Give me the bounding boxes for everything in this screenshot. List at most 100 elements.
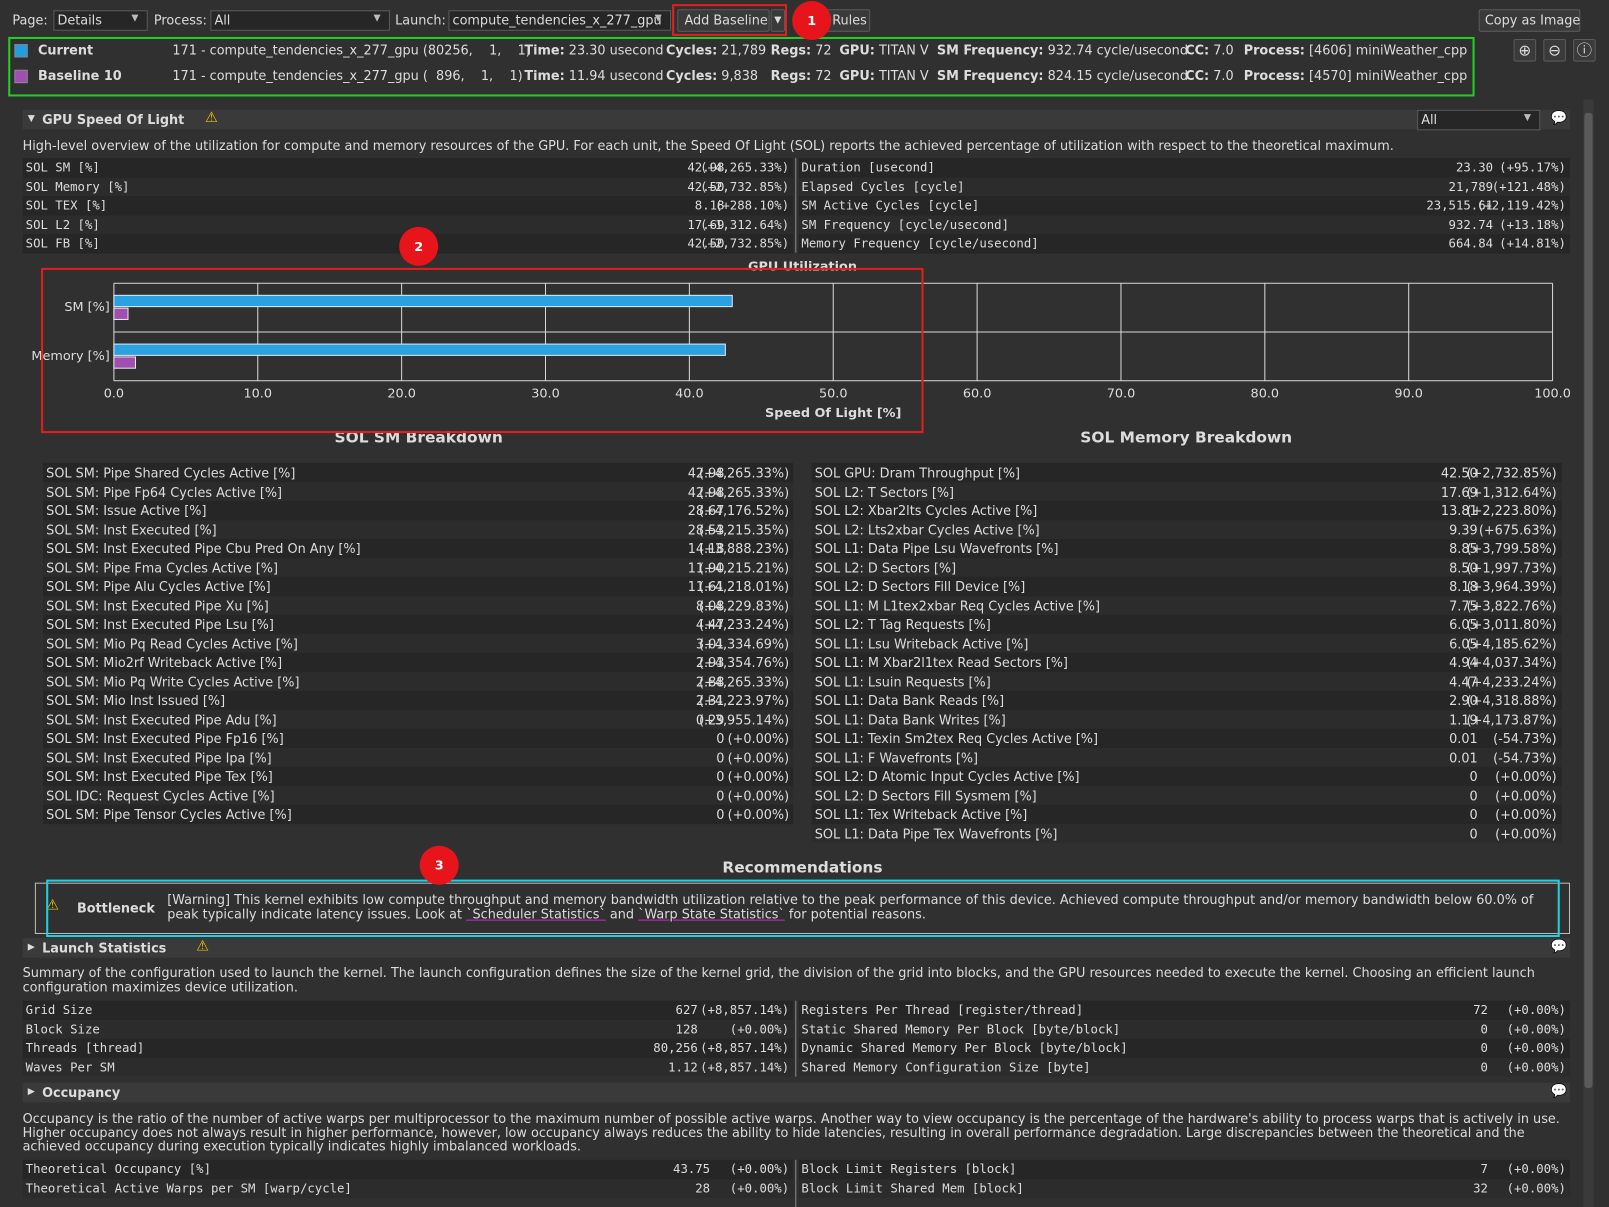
field-value: 21,789 bbox=[721, 42, 767, 58]
add-baseline-dropdown[interactable]: ▼ bbox=[770, 9, 786, 32]
metric-value: 0 bbox=[1480, 1021, 1488, 1037]
sol-filter[interactable] bbox=[1417, 109, 1541, 131]
metric-name: SOL L1: Data Pipe Lsu Wavefronts [%] bbox=[814, 540, 1059, 557]
table-row bbox=[22, 1178, 794, 1198]
metric-delta: (+13.18%) bbox=[1499, 217, 1566, 232]
table-row bbox=[811, 614, 1562, 634]
view-button[interactable]: ⊖ bbox=[1543, 39, 1566, 62]
metric-value: 42.50 bbox=[687, 179, 725, 194]
metric-value: 0.29 bbox=[695, 711, 725, 728]
table-row bbox=[798, 196, 1571, 216]
metric-delta: (+3,822.76%) bbox=[1466, 597, 1557, 614]
table-row bbox=[811, 576, 1562, 596]
occupancy-title: Occupancy bbox=[42, 1084, 121, 1101]
metric-name: SOL L2 [%] bbox=[25, 217, 100, 232]
field-value: 7.0 bbox=[1213, 67, 1234, 84]
metric-delta: (+0.00%) bbox=[727, 749, 790, 766]
recommendation-text: [Warning] This kernel exhibits low compu… bbox=[167, 892, 1552, 922]
field-label: Regs: bbox=[770, 67, 812, 84]
metric-name: Duration [usecond] bbox=[801, 160, 935, 175]
page-select[interactable] bbox=[53, 10, 148, 31]
table-row bbox=[43, 462, 794, 482]
metric-delta: (+95.17%) bbox=[1499, 160, 1566, 175]
metric-value: 3.01 bbox=[695, 635, 725, 652]
metric-value: 0 bbox=[1469, 825, 1478, 842]
table-row bbox=[22, 215, 794, 235]
text: for potential reasons. bbox=[784, 906, 926, 922]
metric-delta: (+0.00%) bbox=[1495, 825, 1557, 842]
metric-name: Shared Memory Configuration Size [byte] bbox=[801, 1059, 1091, 1075]
table-row bbox=[798, 1178, 1571, 1198]
scroll-thumb[interactable] bbox=[1584, 112, 1593, 1088]
result-field: SM Frequency: 932.74 cycle/usecond bbox=[937, 42, 1188, 57]
view-button[interactable]: ⊕ bbox=[1513, 39, 1537, 62]
occupancy-header[interactable] bbox=[22, 1082, 1571, 1103]
metric-name: Memory Frequency [cycle/usecond] bbox=[801, 236, 1039, 251]
comment-icon[interactable]: 💬 bbox=[1550, 1083, 1568, 1100]
metric-name: SOL L2: Xbar2lts Cycles Active [%] bbox=[814, 502, 1038, 519]
field-label: Cycles: bbox=[665, 67, 718, 84]
table-row bbox=[43, 785, 794, 805]
metric-value: 0 bbox=[1469, 787, 1478, 804]
metric-value: 2.93 bbox=[695, 654, 725, 671]
table-row bbox=[22, 1038, 794, 1058]
comment-icon[interactable]: 💬 bbox=[1550, 939, 1568, 955]
metric-name: SOL GPU: Dram Throughput [%] bbox=[814, 464, 1021, 481]
metric-name: SOL SM: Inst Executed Pipe Xu [%] bbox=[46, 597, 269, 614]
sol-header[interactable] bbox=[22, 109, 1571, 130]
field-label: CC: bbox=[1185, 42, 1210, 58]
metric-name: SOL L2: D Sectors Fill Device [%] bbox=[814, 578, 1026, 595]
field-value: 932.74 cycle/usecond bbox=[1047, 42, 1188, 58]
field-label: SM Frequency: bbox=[936, 42, 1044, 58]
metric-value: 28.67 bbox=[687, 502, 725, 519]
view-button[interactable]: ⓘ bbox=[1573, 39, 1596, 62]
table-row bbox=[22, 1019, 794, 1039]
metric-delta: (+4,265.33%) bbox=[699, 483, 790, 500]
metric-value: 4.94 bbox=[1449, 654, 1478, 671]
metric-delta: (+8,857.14%) bbox=[700, 1040, 790, 1056]
metric-name: SOL SM: Inst Executed Pipe Ipa [%] bbox=[46, 749, 272, 766]
metric-value: 0 bbox=[716, 730, 725, 747]
metric-delta: (+4,265.33%) bbox=[700, 160, 790, 175]
metric-name: SOL SM: Issue Active [%] bbox=[46, 502, 207, 519]
result-field: CC: 7.0 bbox=[1185, 68, 1233, 83]
sm-breakdown-title: SOL SM Breakdown bbox=[334, 427, 503, 447]
process-select[interactable] bbox=[210, 10, 390, 31]
launch-header[interactable] bbox=[22, 938, 1571, 958]
field-value: [4570] miniWeather_cpp bbox=[1309, 67, 1468, 84]
field-value: TITAN V bbox=[878, 67, 929, 84]
metric-delta: (+0.00%) bbox=[1506, 1180, 1566, 1196]
x-tick-label: 0.0 bbox=[104, 387, 124, 402]
metric-delta: (+3,888.23%) bbox=[699, 540, 790, 557]
metric-value: 7 bbox=[1480, 1161, 1488, 1177]
link: `Scheduler Statistics` bbox=[466, 906, 606, 922]
metric-name: Block Size bbox=[25, 1021, 100, 1037]
metric-delta: (+0.00%) bbox=[729, 1021, 790, 1037]
y-tick-label: Memory [%] bbox=[31, 349, 109, 364]
metric-value: 11.61 bbox=[687, 578, 725, 595]
metric-delta: (+4,223.97%) bbox=[699, 692, 790, 709]
x-tick-label: 30.0 bbox=[531, 387, 560, 402]
launch-select[interactable] bbox=[448, 10, 672, 31]
field-value: 23.30 usecond bbox=[568, 42, 664, 58]
copy-image-button[interactable] bbox=[1478, 9, 1581, 32]
metric-delta: (+14.81%) bbox=[1499, 236, 1566, 251]
metric-value: 0 bbox=[1469, 768, 1478, 785]
table-row bbox=[43, 690, 794, 710]
metric-delta: (+4,233.24%) bbox=[1466, 673, 1557, 690]
metric-name: SOL L1: Lsu Writeback Active [%] bbox=[814, 635, 1029, 652]
comment-icon[interactable]: 💬 bbox=[1550, 110, 1568, 127]
table-row bbox=[43, 614, 794, 634]
metric-value: 42.50 bbox=[1440, 464, 1478, 481]
link: `Warp State Statistics` bbox=[638, 906, 785, 922]
field-value: 72 bbox=[815, 42, 832, 58]
y-tick-label: SM [%] bbox=[64, 300, 109, 315]
table-row bbox=[22, 1057, 794, 1077]
process-select-arrow: ▼ bbox=[373, 13, 381, 24]
metric-value: 11.90 bbox=[687, 559, 725, 576]
sol-filter-value: All bbox=[1421, 111, 1438, 128]
column-divider bbox=[795, 1159, 797, 1207]
field-label: CC: bbox=[1185, 67, 1210, 84]
metric-value: 42.98 bbox=[687, 160, 725, 175]
